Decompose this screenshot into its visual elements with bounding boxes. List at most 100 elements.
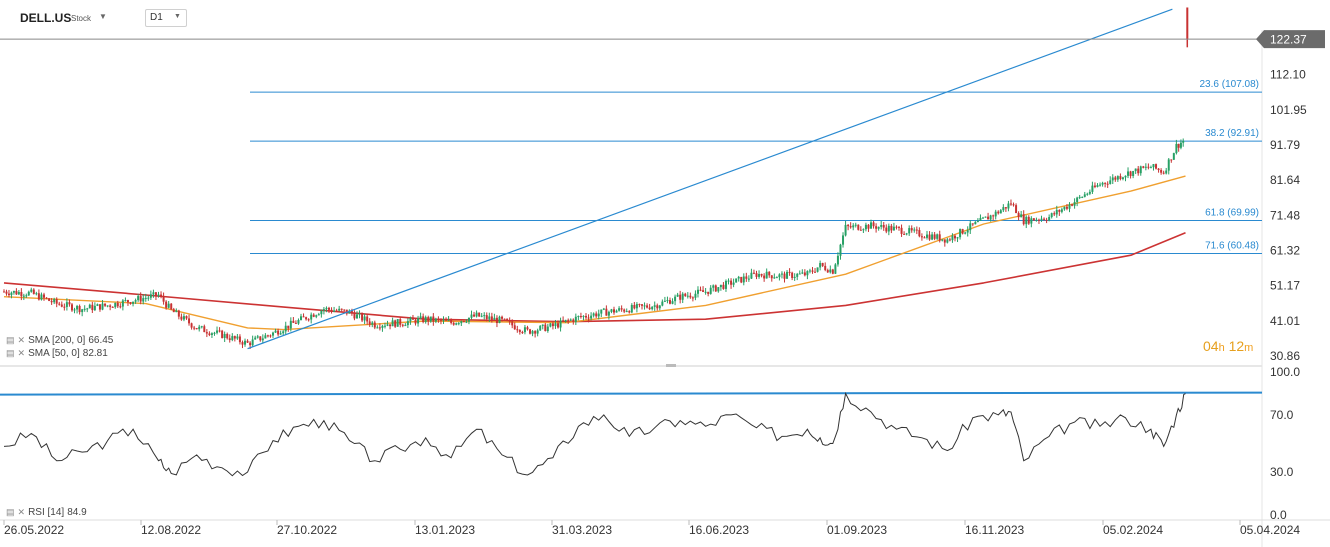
candle-body xyxy=(803,272,806,276)
panel-resize-handle xyxy=(666,364,676,367)
rsi-legend[interactable]: ▤ ✕ RSI [14] 84.9 xyxy=(6,507,87,518)
rsi-tick-label: 70.0 xyxy=(1270,408,1294,422)
symbol-name[interactable]: DELL.US xyxy=(20,11,72,25)
close-icon[interactable]: ✕ xyxy=(17,348,26,358)
candle-body xyxy=(674,296,677,302)
candle-body xyxy=(221,330,224,338)
candle-body xyxy=(282,331,285,334)
candle-body xyxy=(915,229,918,231)
candle-body xyxy=(765,271,768,279)
candle-body xyxy=(81,309,84,313)
grid xyxy=(0,30,1330,547)
candle-body xyxy=(508,320,511,322)
candle-body xyxy=(381,325,384,328)
date-tick-label: 05.04.2024 xyxy=(1240,523,1300,537)
eye-icon[interactable]: ▤ xyxy=(6,507,15,517)
candle-body xyxy=(1129,171,1132,176)
candle-body xyxy=(198,326,201,330)
candle-body xyxy=(959,229,962,238)
candle-body xyxy=(707,291,710,294)
candle-body xyxy=(592,313,595,316)
candle-body xyxy=(689,295,692,298)
close-icon[interactable]: ✕ xyxy=(17,507,26,517)
candle-body xyxy=(1058,209,1061,212)
candle-body xyxy=(378,327,381,329)
candle-body xyxy=(498,316,501,324)
candle-body xyxy=(294,322,297,324)
candle-body xyxy=(786,271,789,279)
eye-icon[interactable]: ▤ xyxy=(6,348,15,358)
candle-body xyxy=(574,316,577,322)
candle-body xyxy=(666,300,669,302)
candle-body xyxy=(900,227,903,234)
candle-body xyxy=(1083,194,1086,197)
candle-body xyxy=(605,308,608,316)
candle-body xyxy=(572,319,575,322)
eye-icon[interactable]: ▤ xyxy=(6,335,15,345)
candle-body xyxy=(121,300,124,307)
candle-body xyxy=(322,309,325,311)
candle-body xyxy=(236,336,239,339)
candle-body xyxy=(668,300,671,304)
candle-body xyxy=(368,321,371,325)
candle-body xyxy=(630,304,633,313)
candle-body xyxy=(709,287,712,294)
candle-body xyxy=(266,335,269,337)
candle-body xyxy=(493,317,496,320)
candle-body xyxy=(903,233,906,235)
candle-body xyxy=(679,294,682,300)
candle-body xyxy=(997,211,1000,214)
sma200-legend[interactable]: ▤ ✕ SMA [200, 0] 66.45 xyxy=(6,335,113,346)
candle-body xyxy=(585,315,588,318)
sma200-line xyxy=(3,232,1186,323)
candle-body xyxy=(467,317,470,322)
close-icon[interactable]: ✕ xyxy=(17,335,26,345)
candle-body xyxy=(1004,207,1007,209)
timeframe-select[interactable]: D1 ▼ xyxy=(145,9,187,27)
candle-body xyxy=(745,276,748,279)
candle-body xyxy=(1137,168,1140,174)
candle-body xyxy=(628,311,631,313)
candle-body xyxy=(1081,196,1084,198)
candle-body xyxy=(124,300,127,302)
candle-body xyxy=(76,305,79,310)
candle-body xyxy=(213,332,216,334)
candle-body xyxy=(111,306,114,308)
candle-body xyxy=(30,289,33,292)
sma50-legend[interactable]: ▤ ✕ SMA [50, 0] 82.81 xyxy=(6,348,108,359)
candle-body xyxy=(839,244,842,256)
candle-body xyxy=(427,316,430,322)
date-axis: 26.05.2022 12.08.2022 27.10.2022 13.01.2023… xyxy=(3,520,1300,537)
candle-body xyxy=(1017,213,1020,218)
candle-body xyxy=(1071,204,1074,206)
date-tick-label: 12.08.2022 xyxy=(141,523,201,537)
caret-down-icon[interactable]: ▼ xyxy=(99,12,107,21)
candle-body xyxy=(778,274,781,278)
candle-body xyxy=(277,330,280,335)
last-candle-body xyxy=(1186,7,1189,40)
candle-body xyxy=(661,301,664,306)
candle-body xyxy=(541,324,544,326)
candle-body xyxy=(297,319,300,324)
candle-body xyxy=(27,291,30,296)
candle-body xyxy=(913,229,916,231)
candle-body xyxy=(844,224,847,236)
candle-body xyxy=(50,300,53,303)
candle-body xyxy=(86,308,89,310)
candle-body xyxy=(554,323,557,327)
candle-body xyxy=(648,307,651,310)
candle-body xyxy=(694,293,697,298)
candle-body xyxy=(938,234,941,241)
candle-body xyxy=(432,316,435,322)
candle-body xyxy=(48,298,51,301)
candle-body xyxy=(590,315,593,319)
candle-body xyxy=(546,326,549,332)
candle-body xyxy=(254,337,257,340)
candle-body xyxy=(343,309,346,311)
candle-body xyxy=(1007,203,1010,209)
candle-body xyxy=(137,296,140,301)
price-tick-label: 71.48 xyxy=(1270,208,1300,222)
fib-level-label: 38.2 (92.91) xyxy=(1205,128,1259,139)
candle-body xyxy=(1157,168,1160,171)
